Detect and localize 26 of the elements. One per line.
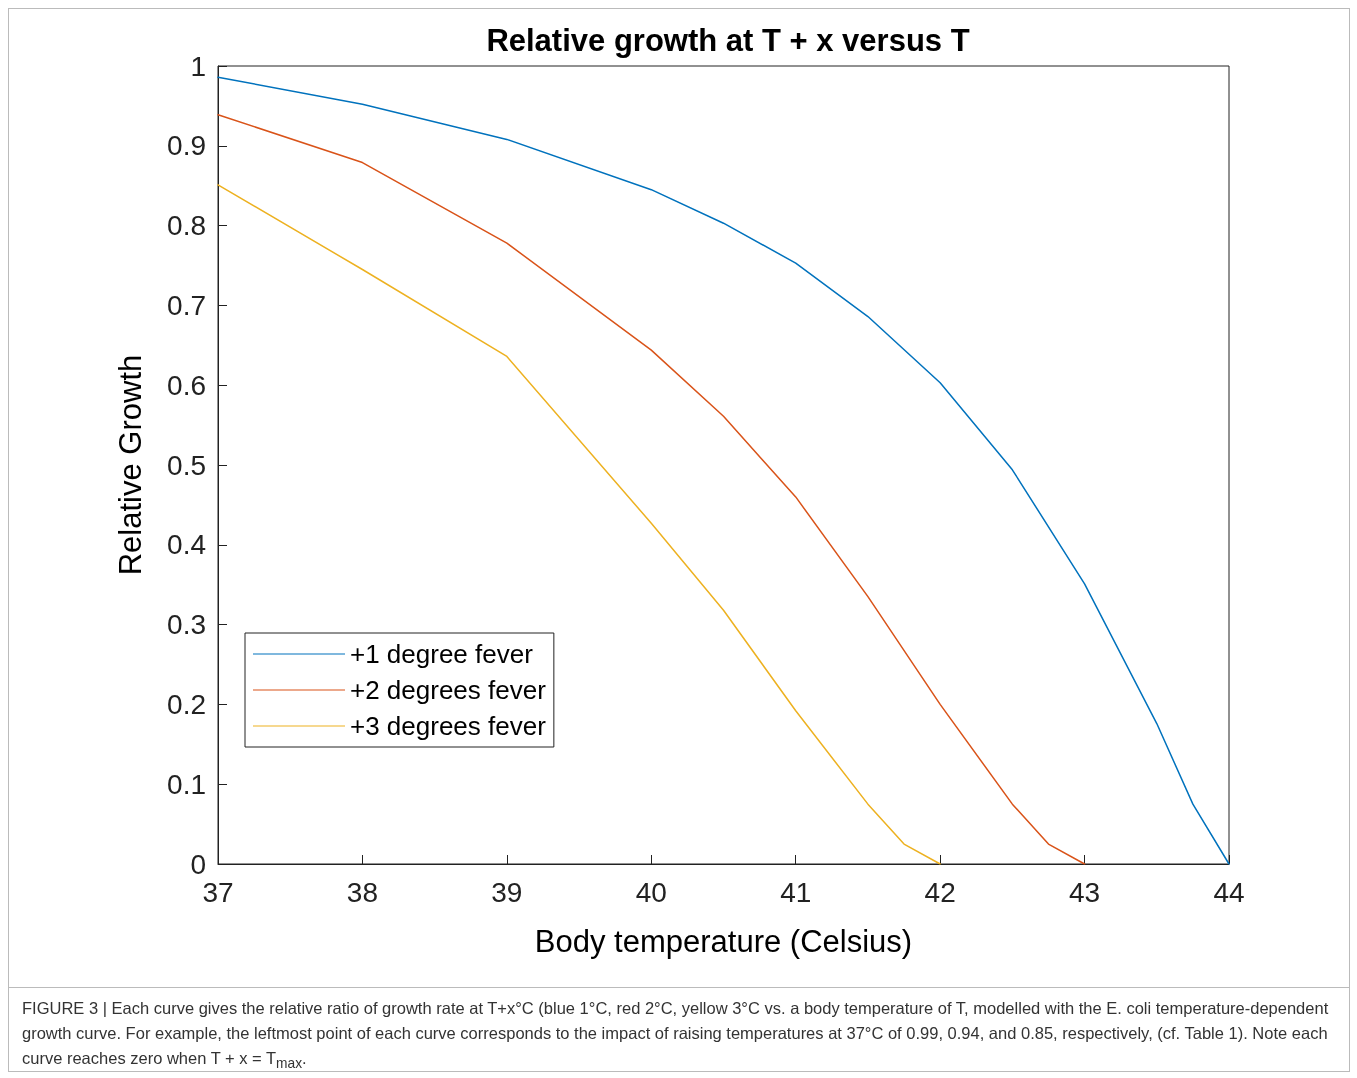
line-series [217, 113, 1086, 865]
y-tick-label: 0.1 [167, 768, 206, 800]
caption: FIGURE 3 | Each curve gives the relative ratio of growth rate at T+x°C (blue 1°C, red 2°C, yellow 3°C vs. a body temperature of T, modelled with the E. coli temperature-dependent growth curve. For example, the leftmost point of each curve corresponds to the impact of raising temperatures at 37°C of 0.99, 0.94, and 0.85, respectively, (cf. Table 1). Note each curve reaches zero when T + x = T$_{max}$. [22, 998, 1330, 1074]
chart-title: Relative growth at T + x versus T [486, 23, 970, 58]
legend-label: +1 degree fever [350, 639, 534, 669]
y-tick-label: 0.2 [167, 688, 206, 720]
y-tick-label: 0.4 [167, 529, 206, 561]
x-tick-label: 44 [1213, 876, 1245, 908]
y-tick-label: 0.7 [167, 289, 206, 321]
x-tick-label: 40 [635, 876, 667, 908]
x-tick-label: 39 [491, 876, 523, 908]
y-axis-title: Relative Growth [113, 354, 148, 576]
y-tick-label: 0.6 [167, 369, 206, 401]
x-tick-label: 38 [346, 876, 379, 908]
y-tick-label: 0.3 [167, 609, 206, 641]
y-tick-label: 0.9 [167, 130, 206, 162]
y-tick-label: 1 [190, 50, 206, 82]
legend-label: +3 degrees fever [350, 711, 547, 741]
x-tick-label: 42 [924, 876, 956, 908]
x-axis-title: Body temperature (Celsius) [534, 924, 913, 959]
line-series [217, 184, 941, 865]
x-tick-label: 41 [780, 876, 812, 908]
x-tick-label: 43 [1068, 876, 1101, 908]
y-tick-label: 0.5 [167, 449, 206, 481]
legend-label: +2 degrees fever [350, 675, 547, 705]
y-tick-label: 0.8 [167, 210, 206, 242]
